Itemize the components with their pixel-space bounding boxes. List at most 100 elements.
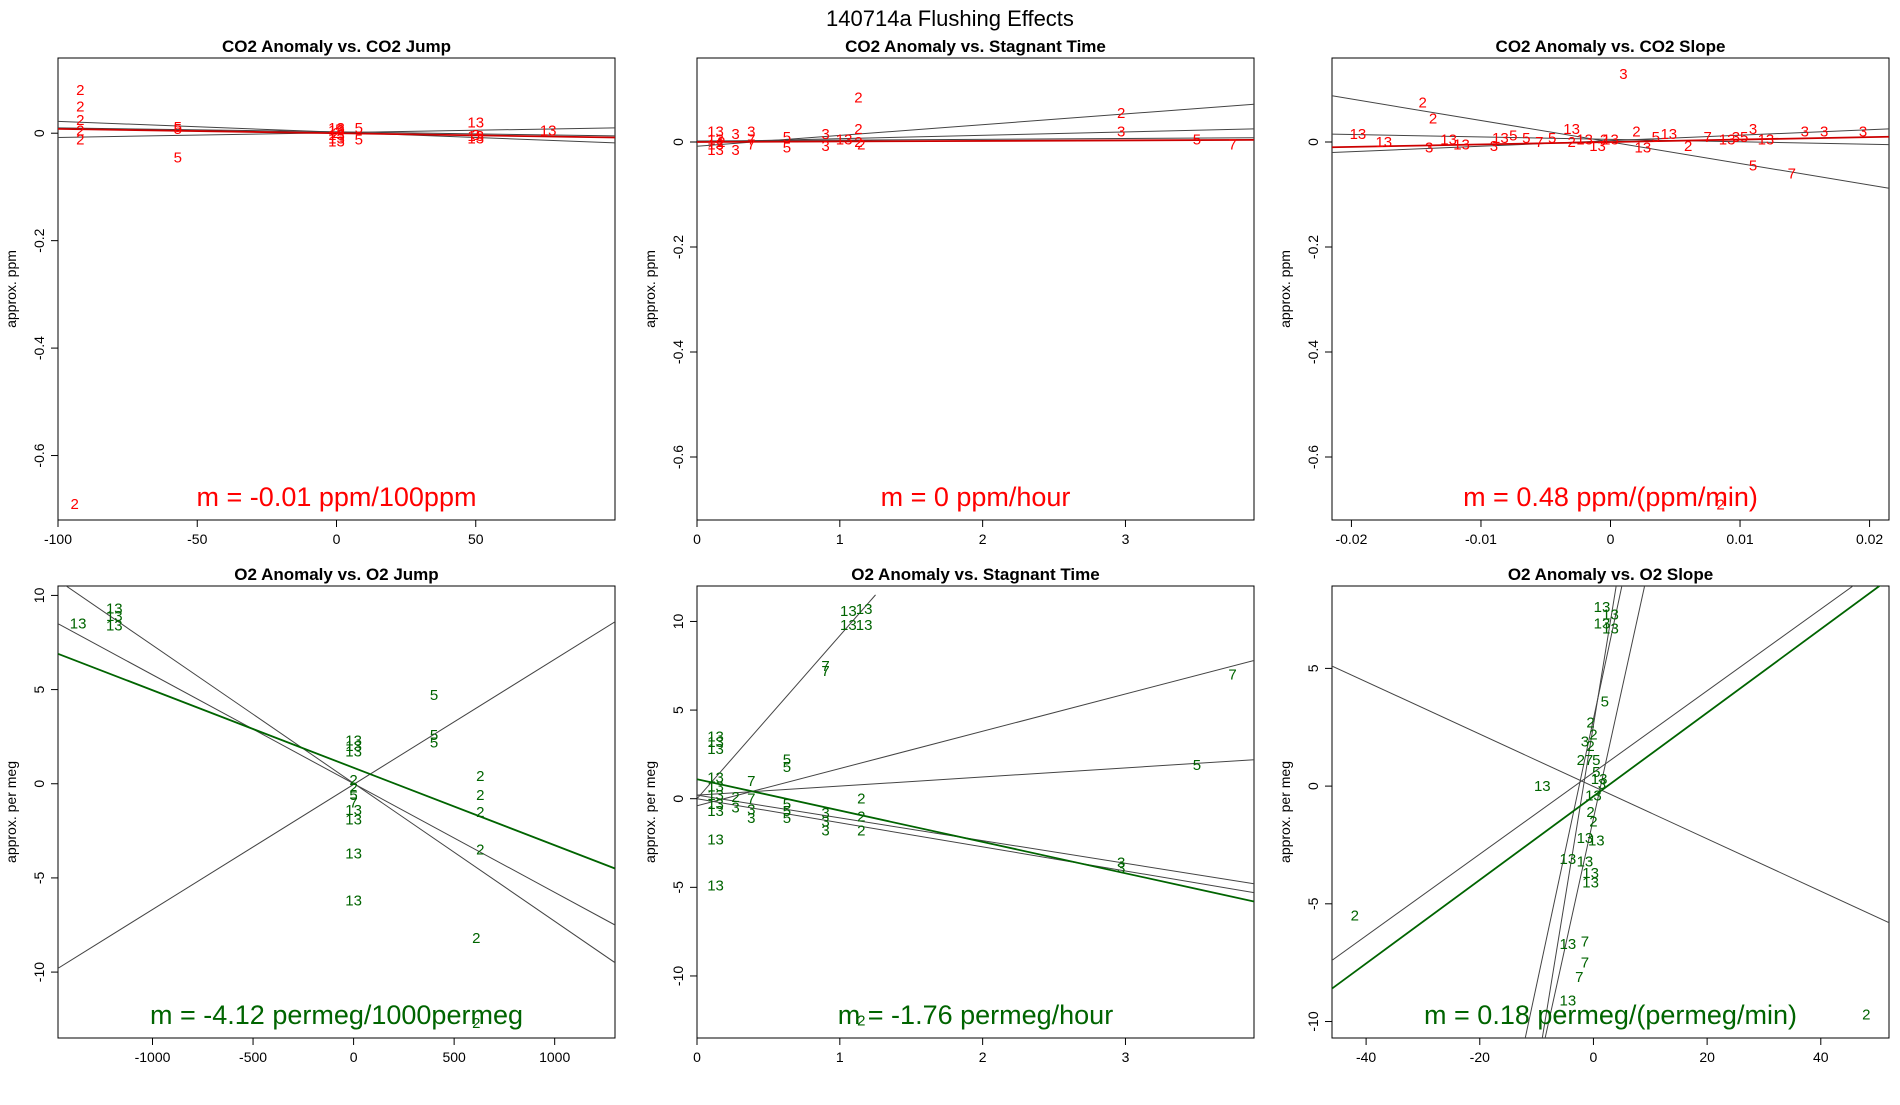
data-point: 13	[345, 893, 362, 910]
data-point: 2	[1586, 804, 1594, 821]
fit-line	[1332, 128, 1889, 153]
data-point: 3	[821, 823, 829, 840]
data-point: 5	[783, 759, 791, 776]
data-point: 3	[731, 800, 739, 817]
fit-line	[58, 127, 615, 137]
fit-lines	[697, 103, 1254, 147]
data-point: 13	[840, 617, 857, 634]
x-tick-label: 1	[836, 531, 844, 547]
data-point: 2	[349, 780, 357, 797]
y-tick-label: 10	[670, 613, 686, 629]
data-point: 2	[854, 121, 862, 138]
data-point: 7	[821, 658, 829, 675]
data-point: 3	[747, 810, 755, 827]
data-point: 13	[328, 133, 345, 150]
y-tick-label: -5	[1305, 897, 1321, 910]
data-point: 13	[328, 131, 345, 148]
data-point: 7	[747, 137, 755, 154]
data-point: 3	[821, 814, 829, 831]
main-fit-line	[58, 128, 615, 139]
x-tick-label: 0	[333, 531, 341, 547]
fit-lines	[58, 120, 615, 144]
fit-lines	[58, 586, 615, 969]
data-point: 3	[1581, 733, 1589, 750]
data-point: 13	[1660, 126, 1677, 143]
chart-title: CO2 Anomaly vs. CO2 Slope	[1496, 37, 1726, 56]
slope-annotation: m = 0.18 permeg/(permeg/min)	[1424, 1000, 1797, 1030]
y-tick-label: 5	[1305, 664, 1321, 672]
y-tick-label: 0	[1305, 782, 1321, 790]
data-point: 2	[1586, 715, 1594, 732]
data-point: 7	[747, 773, 755, 790]
plot-frame	[696, 585, 1255, 1039]
fit-line	[697, 103, 1254, 147]
y-tick-label: -0.6	[31, 443, 47, 467]
data-point: 13	[106, 608, 123, 625]
data-point: 3	[1859, 124, 1867, 141]
chart-title: CO2 Anomaly vs. CO2 Jump	[222, 37, 451, 56]
data-point: 5	[1652, 129, 1660, 146]
data-point: 2	[731, 789, 739, 806]
fit-line	[697, 659, 1254, 807]
x-tick-label: 0.02	[1856, 531, 1883, 547]
data-point: 13	[1758, 131, 1775, 148]
x-tick-label: -500	[239, 1049, 267, 1065]
data-point: 5	[1592, 752, 1600, 769]
data-point: 2	[349, 772, 357, 789]
data-point: 7	[1581, 933, 1589, 950]
data-point: 7	[1703, 129, 1711, 146]
chart-panel-4: O2 Anomaly vs. O2 Jump approx. per meg -10…	[3, 565, 616, 1065]
fit-line	[697, 594, 876, 800]
data-point: 2	[76, 98, 84, 115]
x-tick-label: -50	[187, 531, 207, 547]
x-tick-label: -20	[1470, 1049, 1490, 1065]
data-point: 13	[467, 128, 484, 145]
data-point: 13	[345, 732, 362, 749]
y-axis-label: approx. per meg	[3, 761, 19, 863]
chart-panel-5: O2 Anomaly vs. Stagnant Time approx. per …	[642, 565, 1255, 1065]
y-tick-label: 10	[31, 587, 47, 603]
data-point: 2	[857, 808, 865, 825]
data-point: 7	[1788, 166, 1796, 183]
data-point: 13	[1602, 620, 1619, 637]
data-point: 3	[1598, 776, 1606, 793]
fit-line	[65, 586, 615, 964]
data-point: 2	[1589, 726, 1597, 743]
x-tick-label: 3	[1122, 531, 1130, 547]
data-point: 13	[707, 734, 724, 751]
data-point: 13	[1588, 832, 1605, 849]
data-point: 13	[1576, 131, 1593, 148]
data-point: 5	[783, 810, 791, 827]
data-point: 13	[1589, 138, 1606, 155]
x-tick-label: -100	[44, 531, 72, 547]
x-tick-label: -40	[1356, 1049, 1376, 1065]
fit-line	[58, 621, 615, 969]
data-point: 2	[1567, 134, 1575, 151]
data-point: 2	[1589, 813, 1597, 830]
data-point: 13	[1719, 131, 1736, 148]
data-point: 13	[345, 744, 362, 761]
data-point: 3	[821, 138, 829, 155]
data-point: 3	[1425, 139, 1433, 156]
data-point: 2	[857, 791, 865, 808]
data-point: 13	[707, 142, 724, 159]
data-point: 2	[857, 1012, 865, 1029]
fit-line	[1541, 586, 1617, 1038]
data-point: 5	[783, 129, 791, 146]
data-point: 3	[821, 126, 829, 143]
main-fit-line	[58, 652, 615, 870]
x-tick-label: 20	[1699, 1049, 1715, 1065]
chart-panel-1: CO2 Anomaly vs. CO2 Jump approx. ppm -100 -…	[3, 37, 616, 547]
data-point: 3	[731, 142, 739, 159]
data-point: 13	[836, 131, 853, 148]
slope-annotation: m = -0.01 ppm/100ppm	[197, 482, 477, 512]
data-point: 2	[1419, 95, 1427, 112]
data-point: 2	[76, 132, 84, 149]
fit-line	[1544, 586, 1646, 1038]
data-point: 5	[783, 752, 791, 769]
